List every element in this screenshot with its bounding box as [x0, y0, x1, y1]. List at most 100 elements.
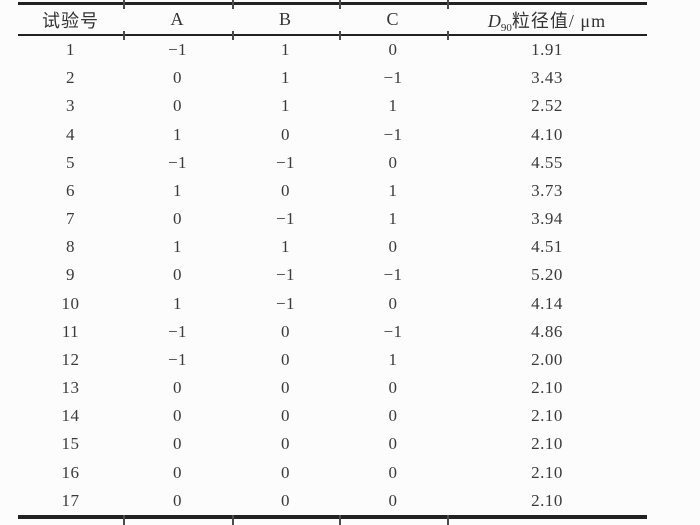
table-row: 12 −1 0 1 2.00: [18, 346, 647, 374]
table-row: 16 0 0 0 2.10: [18, 459, 647, 487]
column-separator-tick: [232, 0, 234, 9]
cell-d90-value: 4.10: [531, 124, 563, 144]
cell-factor-b: 0: [281, 406, 290, 426]
cell-test-no: 12: [61, 349, 80, 369]
cell-factor-a: −1: [167, 40, 188, 60]
cell-factor-c: −1: [383, 265, 403, 285]
cell-factor-b: −1: [275, 209, 296, 229]
column-separator-tick: [447, 31, 449, 40]
cell-d90-value: 4.55: [531, 152, 563, 172]
cell-factor-b: 0: [281, 124, 290, 144]
cell-factor-a: 0: [173, 490, 182, 510]
cell-factor-b: −1: [275, 293, 296, 313]
column-header-factor-c: C: [386, 9, 400, 29]
column-header-d90: D90粒径值/ μm: [447, 7, 647, 34]
cell-test-no: 5: [66, 152, 75, 172]
cell-test-no: 17: [61, 490, 80, 510]
cell-d90-value: 5.20: [531, 265, 563, 285]
table-header-row: 试验号 A B C D90粒径值/ μm: [18, 5, 647, 34]
column-separator-tick: [339, 31, 341, 40]
cell-test-no: 10: [61, 293, 80, 313]
cell-factor-c: 0: [388, 40, 398, 60]
column-header-test-no: 试验号: [42, 10, 99, 31]
table-row: 7 0 −1 1 3.94: [18, 205, 647, 233]
cell-test-no: 6: [66, 180, 75, 200]
cell-d90-value: 2.52: [531, 96, 563, 116]
cell-d90-value: 2.10: [531, 406, 563, 426]
cell-factor-c: 0: [388, 237, 398, 257]
cell-test-no: 4: [66, 124, 75, 144]
table-row: 11 −1 0 −1 4.86: [18, 318, 647, 346]
bottom-rule: [18, 514, 647, 519]
cell-factor-a: −1: [167, 152, 188, 172]
column-separator-tick: [232, 515, 234, 525]
cell-factor-c: 0: [388, 490, 398, 510]
cell-factor-b: 0: [281, 321, 290, 341]
cell-d90-value: 3.73: [531, 180, 563, 200]
cell-factor-b: −1: [275, 152, 296, 172]
cell-test-no: 14: [61, 406, 80, 426]
cell-test-no: 11: [61, 321, 80, 341]
experiment-design-table: 试验号 A B C D90粒径值/ μm 1 −1 1 0 1.91 2 0 1 −1 3.43 3…: [18, 0, 647, 525]
cell-factor-a: 1: [173, 124, 182, 144]
cell-factor-a: 0: [173, 406, 182, 426]
cell-test-no: 13: [61, 378, 80, 398]
cell-d90-value: 3.43: [531, 68, 563, 88]
cell-factor-b: 0: [281, 180, 290, 200]
cell-factor-a: 0: [173, 96, 182, 116]
cell-d90-value: 4.86: [531, 321, 563, 341]
table-row: 3 0 1 1 2.52: [18, 92, 647, 120]
cell-factor-a: 0: [173, 434, 182, 454]
table-row: 15 0 0 0 2.10: [18, 430, 647, 458]
cell-factor-b: 0: [281, 378, 290, 398]
column-separator-tick: [123, 0, 125, 9]
table-row: 8 1 1 0 4.51: [18, 233, 647, 261]
cell-factor-c: 1: [388, 209, 398, 229]
cell-test-no: 7: [66, 209, 75, 229]
table-row: 1 −1 1 0 1.91: [18, 36, 647, 64]
table-row: 9 0 −1 −1 5.20: [18, 261, 647, 289]
d90-symbol: D: [487, 10, 501, 31]
cell-factor-c: −1: [383, 68, 403, 88]
column-separator-tick: [339, 0, 341, 9]
cell-d90-value: 2.10: [531, 462, 563, 482]
cell-factor-b: 1: [281, 237, 290, 257]
cell-factor-b: 1: [281, 68, 290, 88]
cell-d90-value: 4.14: [531, 293, 563, 313]
cell-test-no: 1: [66, 40, 75, 60]
cell-d90-value: 2.10: [531, 434, 563, 454]
cell-factor-c: 0: [388, 152, 398, 172]
cell-d90-value: 3.94: [531, 209, 563, 229]
cell-factor-c: 0: [388, 462, 398, 482]
column-separator-tick: [123, 515, 125, 525]
table-row: 10 1 −1 0 4.14: [18, 290, 647, 318]
cell-factor-a: 1: [173, 293, 182, 313]
cell-test-no: 15: [61, 434, 80, 454]
cell-factor-a: 1: [173, 237, 182, 257]
cell-factor-c: 0: [388, 434, 398, 454]
cell-factor-a: 0: [173, 378, 182, 398]
cell-test-no: 2: [66, 68, 75, 88]
table-row: 2 0 1 −1 3.43: [18, 64, 647, 92]
cell-test-no: 3: [66, 96, 75, 116]
table-row: 14 0 0 0 2.10: [18, 402, 647, 430]
column-separator-tick: [447, 515, 449, 525]
column-separator-tick: [123, 31, 125, 40]
cell-factor-c: 1: [388, 349, 398, 369]
column-separator-tick: [232, 31, 234, 40]
cell-d90-value: 4.51: [531, 237, 563, 257]
cell-d90-value: 2.10: [531, 490, 563, 510]
cell-factor-c: 1: [388, 96, 398, 116]
cell-factor-b: 0: [281, 349, 290, 369]
table-row: 13 0 0 0 2.10: [18, 374, 647, 402]
cell-d90-value: 2.10: [531, 378, 563, 398]
cell-factor-a: 0: [173, 265, 182, 285]
cell-factor-b: 0: [281, 434, 290, 454]
table-row: 17 0 0 0 2.10: [18, 487, 647, 515]
cell-test-no: 16: [61, 462, 80, 482]
column-separator-tick: [339, 515, 341, 525]
cell-factor-a: −1: [167, 321, 188, 341]
table-row: 4 1 0 −1 4.10: [18, 121, 647, 149]
table-body: 1 −1 1 0 1.91 2 0 1 −1 3.43 3 0 1 1 2.52 4 1 0 −1 4.10 5 −1 −1…: [18, 36, 647, 515]
table-row: 6 1 0 1 3.73: [18, 177, 647, 205]
